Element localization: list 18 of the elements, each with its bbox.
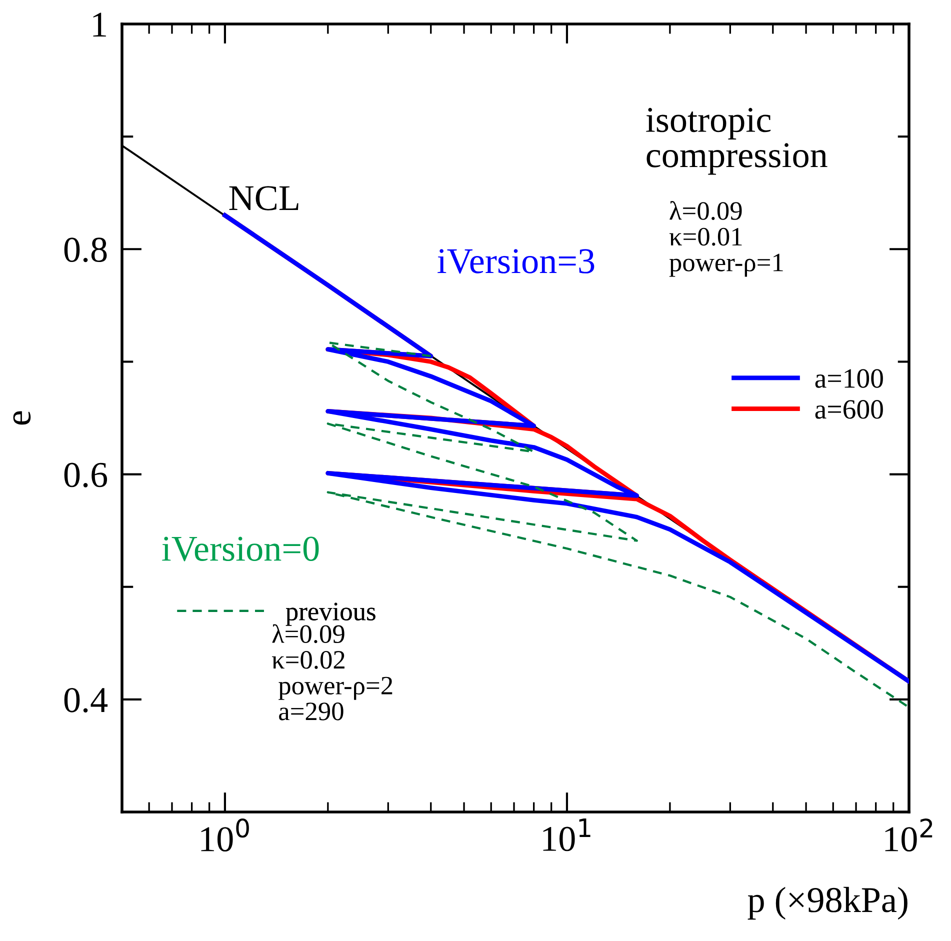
x-tick-label: 10$^{0}$ xyxy=(201,818,249,852)
annotation: iVersion=0 xyxy=(162,536,319,562)
y-tick-label: 0.6 xyxy=(64,462,108,488)
legend-label: a=100 xyxy=(815,369,883,388)
y-axis-title: e xyxy=(13,411,31,425)
x-tick-label: 10$^{1}$ xyxy=(543,818,590,852)
annotation: NCL xyxy=(229,186,298,210)
annotation: isotropic compression xyxy=(646,108,828,175)
y-tick-label: 0.4 xyxy=(64,688,108,712)
annotation: λ=0.09 κ=0.01 power-ρ=1 xyxy=(669,201,783,277)
annotation: λ=0.09 κ=0.02 power-ρ=2 a=290 xyxy=(272,624,392,720)
y-tick-label: 1 xyxy=(93,12,106,37)
x-axis-title: p (×98kPa) xyxy=(748,886,908,920)
x-tick-label: 10$^{2}$ xyxy=(885,818,932,852)
legend-label: a=600 xyxy=(815,400,883,419)
y-tick-label: 0.8 xyxy=(64,238,107,262)
legend-label: previous xyxy=(286,602,376,626)
annotation: iVersion=3 xyxy=(438,249,594,274)
